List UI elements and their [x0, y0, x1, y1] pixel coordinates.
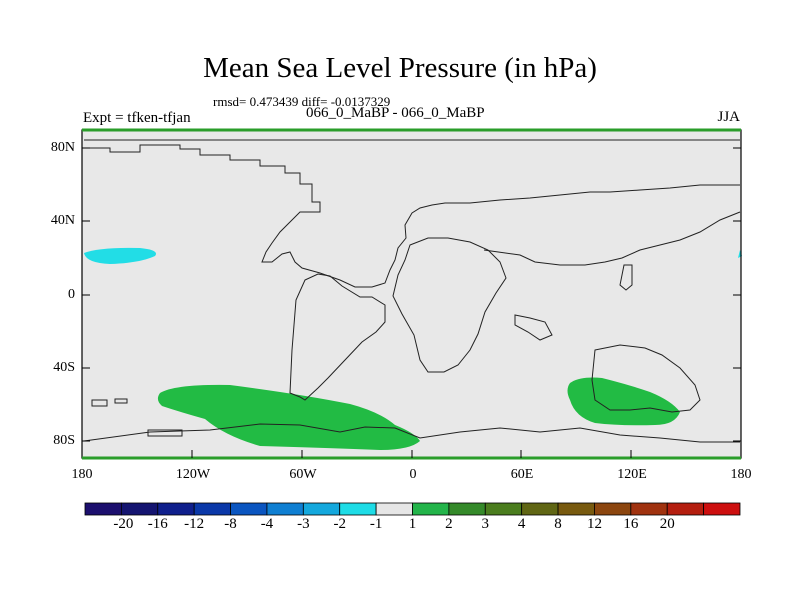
colorbar-swatch	[157, 502, 195, 516]
colorbar-swatch	[521, 502, 559, 516]
colorbar-label: -3	[297, 516, 310, 532]
lat-tick-0: 0	[68, 287, 75, 302]
expt-name: 066_0_MaBP - 066_0_MaBP	[306, 105, 485, 121]
colorbar-swatch	[557, 502, 595, 516]
colorbar-swatch	[448, 502, 486, 516]
stats-text: rmsd= 0.473439 diff= -0.0137329	[213, 94, 391, 109]
positive-anomaly-south-pacific	[157, 384, 420, 450]
colorbar-swatch	[703, 502, 741, 516]
lon-tick-180e: 180	[730, 467, 752, 482]
colorbar-swatch	[339, 502, 377, 516]
colorbar-label: -4	[260, 516, 274, 532]
colorbar-swatch	[230, 502, 268, 516]
colorbar-label: -20	[113, 516, 134, 532]
lat-tick-80n: 80N	[50, 140, 75, 155]
colorbar-swatch	[266, 502, 304, 516]
season-label: JJA	[717, 109, 740, 125]
colorbar-swatch	[193, 502, 231, 516]
colorbar-swatch	[120, 502, 159, 516]
lon-tick-120w: 120W	[175, 467, 211, 482]
colorbar-label: 16	[623, 516, 639, 532]
colorbar	[84, 502, 741, 516]
colorbar-swatch	[84, 502, 122, 516]
colorbar-swatch	[594, 502, 632, 516]
positive-anomaly-south-indian	[567, 377, 680, 426]
negative-anomaly-pacific	[84, 247, 156, 264]
lon-tick-180w: 180	[71, 467, 93, 482]
colorbar-label: -8	[224, 516, 237, 532]
lon-tick-120e: 120E	[617, 467, 647, 482]
expt-label: Expt = tfken-tfjan	[83, 110, 191, 126]
colorbar-label: 8	[554, 516, 562, 532]
lon-tick-60w: 60W	[289, 467, 317, 482]
tick-marks	[82, 147, 741, 458]
plot-title: Mean Sea Level Pressure (in hPa)	[203, 52, 597, 84]
colorbar-swatch	[666, 502, 705, 516]
colorbar-swatch	[375, 502, 413, 516]
colorbar-label: 4	[517, 516, 526, 532]
colorbar-swatch	[484, 502, 523, 516]
coastlines	[83, 139, 741, 443]
lat-tick-40n: 40N	[50, 213, 75, 228]
colorbar-label: 2	[445, 516, 453, 532]
lon-tick-60e: 60E	[510, 467, 534, 482]
lat-tick-80s: 80S	[53, 433, 75, 448]
colorbar-label: -1	[369, 516, 383, 532]
colorbar-label: 20	[659, 516, 675, 532]
colorbar-label: -2	[333, 516, 346, 532]
colorbar-swatch	[630, 502, 668, 516]
colorbar-label: -16	[147, 516, 168, 532]
colorbar-label: -12	[184, 516, 205, 532]
colorbar-label: 12	[586, 516, 602, 532]
colorbar-label: 1	[408, 516, 417, 532]
lon-tick-0: 0	[409, 467, 417, 482]
colorbar-swatch	[302, 502, 341, 516]
colorbar-swatch	[412, 502, 450, 516]
colorbar-label: 3	[481, 516, 490, 532]
lat-tick-40s: 40S	[53, 360, 75, 375]
